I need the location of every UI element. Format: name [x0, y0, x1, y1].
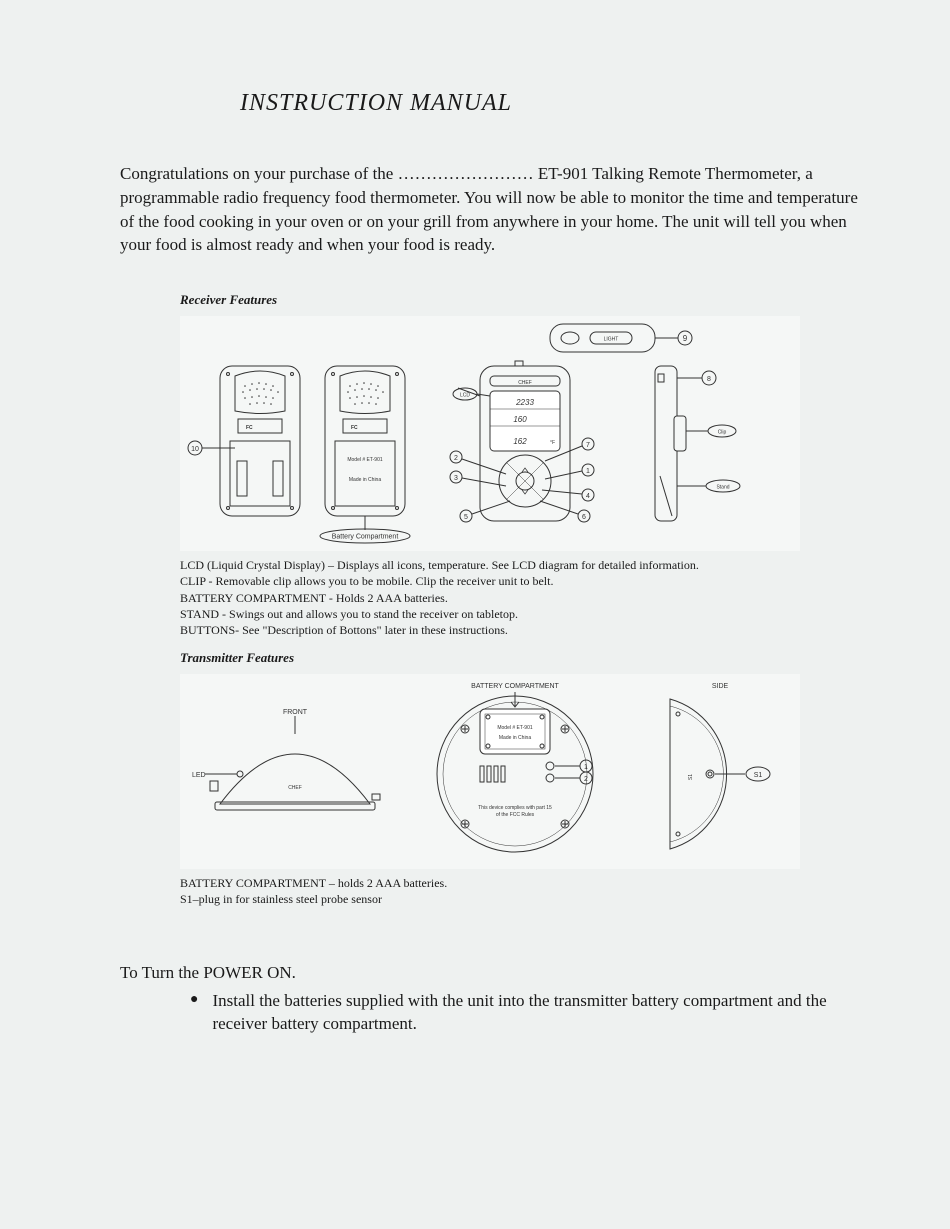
led-label: LED	[192, 772, 206, 779]
lcd-callout-label: LCD	[460, 393, 470, 399]
page-title: INSTRUCTION MANUAL	[240, 90, 870, 117]
battery-compartment-label: Battery Compartment	[332, 534, 399, 541]
callout-5: 5	[464, 514, 468, 521]
tx-callout-2: 2	[584, 776, 588, 783]
callout-4: 4	[586, 493, 590, 500]
receiver-heading: Receiver Features	[180, 292, 870, 308]
receiver-description: LCD (Liquid Crystal Display) – Displays …	[180, 557, 800, 638]
tx-callout-1: 1	[584, 764, 588, 771]
callout-1: 1	[586, 468, 590, 475]
callout-7: 7	[586, 442, 590, 449]
clip-label: Clip	[718, 430, 727, 436]
svg-text:CHEF: CHEF	[288, 785, 302, 791]
lcd-line2: 160	[513, 415, 527, 424]
s1-port-label: S1	[688, 774, 694, 780]
lcd-unit: °F	[550, 440, 555, 446]
bullet-icon: ●	[190, 989, 198, 1011]
tx-battery-label: BATTERY COMPARTMENT	[471, 683, 559, 690]
front-label: FRONT	[283, 709, 308, 716]
svg-text:of the FCC Rules: of the FCC Rules	[496, 812, 535, 818]
stand-label: Stand	[716, 485, 729, 491]
power-bullet: ● Install the batteries supplied with th…	[190, 989, 870, 1037]
fcc-label-2: FC	[351, 425, 358, 431]
callout-2: 2	[454, 455, 458, 462]
lcd-line1: 2233	[515, 398, 534, 407]
transmitter-description: BATTERY COMPARTMENT – holds 2 AAA batter…	[180, 875, 800, 907]
light-label: LIGHT	[604, 337, 619, 343]
lcd-line3: 162	[513, 437, 527, 446]
fcc-label-1: FC	[246, 425, 253, 431]
callout-3: 3	[454, 475, 458, 482]
transmitter-heading: Transmitter Features	[180, 650, 870, 666]
svg-text:Model # ET-901: Model # ET-901	[347, 457, 383, 463]
callout-8: 8	[707, 376, 711, 383]
svg-text:Made in China: Made in China	[499, 735, 531, 741]
svg-text:Made in China: Made in China	[349, 477, 381, 483]
svg-text:CHEF: CHEF	[518, 380, 532, 386]
svg-text:This device complies with part: This device complies with part 15	[478, 805, 552, 811]
side-label: SIDE	[712, 683, 729, 690]
intro-paragraph: Congratulations on your purchase of the …	[120, 162, 870, 257]
power-heading: To Turn the POWER ON.	[120, 963, 870, 983]
receiver-diagram: LIGHT 9 FC	[180, 316, 800, 551]
svg-text:Model # ET-901: Model # ET-901	[497, 725, 533, 731]
power-bullet-text: Install the batteries supplied with the …	[212, 989, 870, 1037]
s1-callout: S1	[754, 772, 763, 779]
callout-10: 10	[191, 446, 199, 453]
callout-9: 9	[683, 334, 688, 343]
transmitter-diagram: BATTERY COMPARTMENT SIDE FRONT LED CHEF	[180, 674, 800, 869]
callout-6: 6	[582, 514, 586, 521]
